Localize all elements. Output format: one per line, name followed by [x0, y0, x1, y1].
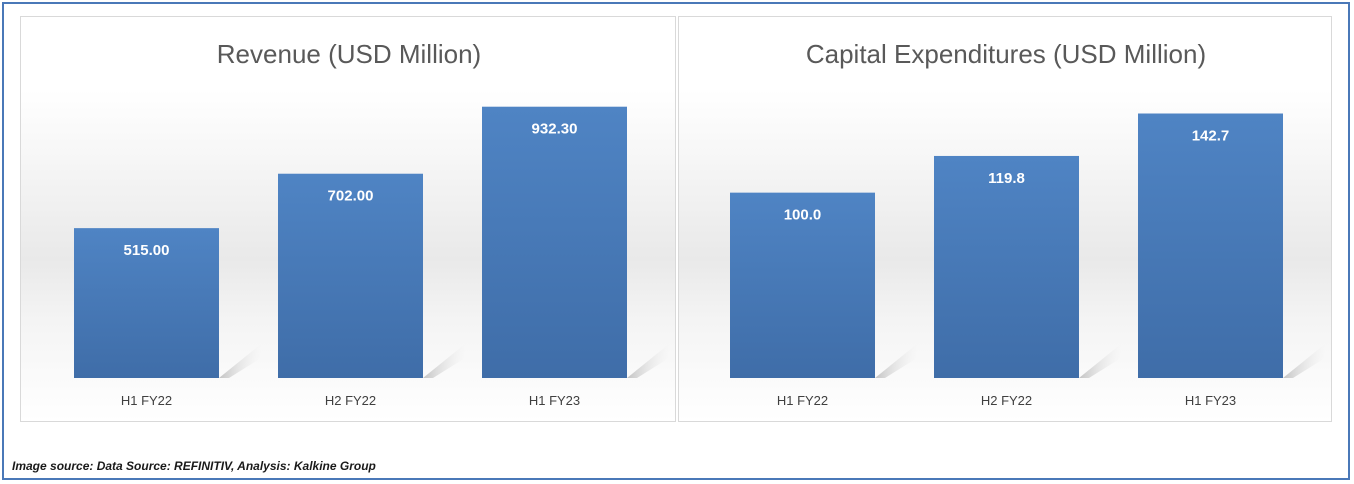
revenue-data-label: 932.30 — [532, 121, 578, 138]
capex-bar-h1-fy22 — [730, 192, 875, 378]
capex-data-label: 142.7 — [1192, 128, 1230, 145]
revenue-chart-panel: Revenue (USD Million) 515.00 H1 FY22 702.00… — [20, 16, 676, 422]
capex-tick-label: H1 FY22 — [777, 393, 828, 408]
capex-bar-shadow — [875, 344, 917, 378]
capex-tick-label: H1 FY23 — [1185, 393, 1236, 408]
capex-tick-label: H2 FY22 — [981, 393, 1032, 408]
capex-chart-panel: Capital Expenditures (USD Million) 100.0 H… — [678, 16, 1332, 422]
capex-chart: Capital Expenditures (USD Million) 100.0 H… — [730, 39, 1325, 408]
revenue-bar-shadow — [627, 344, 669, 378]
image-source-caption: Image source: Data Source: REFINITIV, An… — [12, 459, 376, 473]
revenue-data-label: 515.00 — [124, 242, 170, 259]
capex-bar-shadow — [1079, 344, 1121, 378]
revenue-tick-label: H1 FY22 — [121, 393, 172, 408]
revenue-bar-shadow — [219, 344, 261, 378]
revenue-tick-label: H1 FY23 — [529, 393, 580, 408]
capex-bar-shadow — [1283, 344, 1325, 378]
revenue-chart-title: Revenue (USD Million) — [217, 39, 481, 69]
revenue-bar-h2-fy22 — [278, 173, 423, 378]
revenue-bar-shadow — [423, 344, 465, 378]
capex-data-label: 119.8 — [988, 170, 1025, 187]
revenue-tick-label: H2 FY22 — [325, 393, 376, 408]
capex-data-label: 100.0 — [784, 207, 822, 224]
revenue-bar-h1-fy23 — [482, 106, 627, 379]
capex-bar-h2-fy22 — [934, 155, 1079, 378]
capex-chart-title: Capital Expenditures (USD Million) — [806, 39, 1206, 69]
revenue-chart: Revenue (USD Million) 515.00 H1 FY22 702.00… — [74, 39, 669, 408]
capex-bar-h1-fy23 — [1138, 113, 1283, 378]
revenue-data-label: 702.00 — [328, 188, 374, 205]
revenue-bar-h1-fy22 — [74, 228, 219, 378]
